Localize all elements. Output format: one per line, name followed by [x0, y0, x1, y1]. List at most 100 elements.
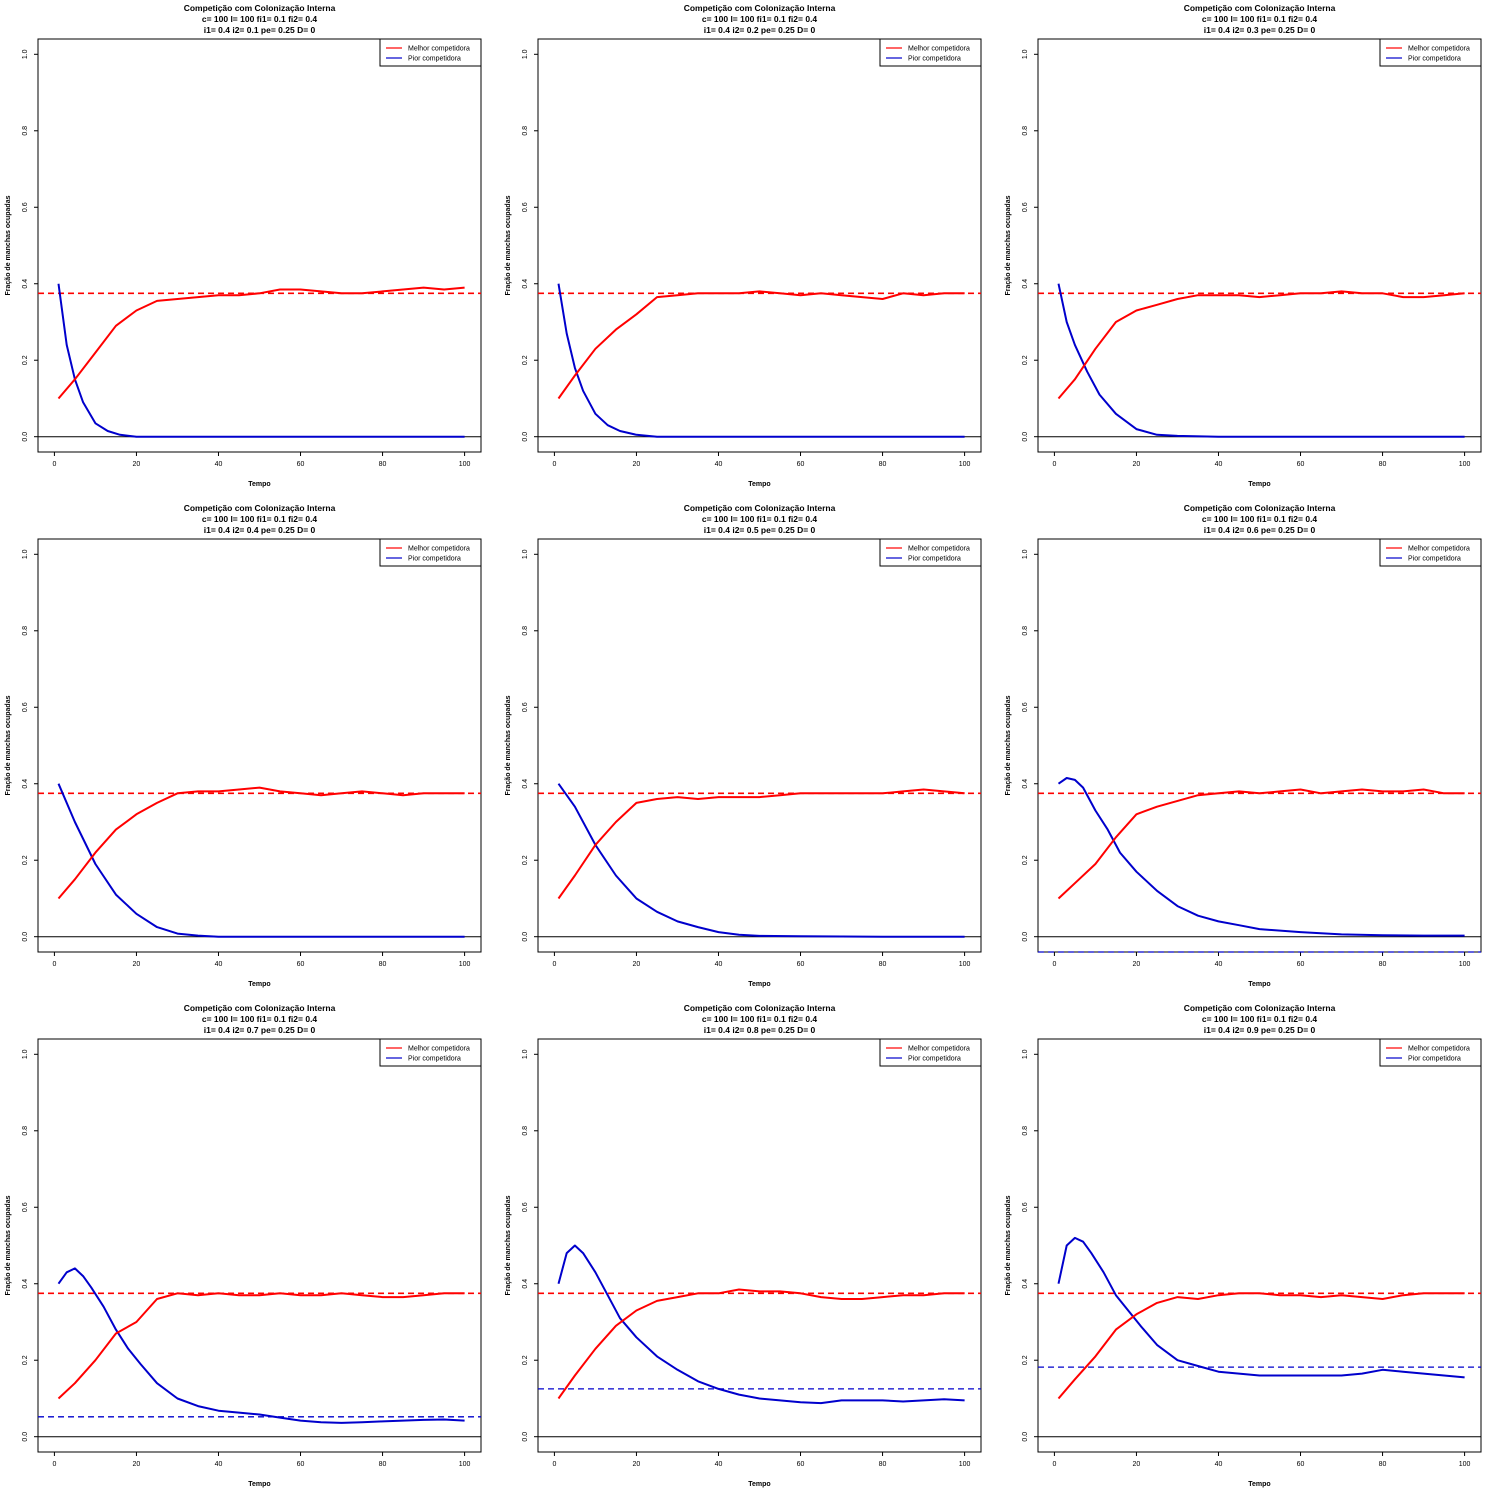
chart-title-line-1: Competição com Colonização Interna [684, 503, 836, 513]
x-tick-label: 20 [633, 1461, 641, 1468]
x-tick-label: 0 [52, 961, 56, 968]
y-tick-label: 0.2 [522, 1355, 529, 1365]
y-axis-label: Fração de manchas ocupadas [5, 195, 12, 295]
series-line-melhor [557, 788, 965, 900]
y-tick-label: 0.2 [22, 355, 29, 365]
y-tick-label: 0.4 [1022, 279, 1029, 289]
legend-label: Melhor competidora [908, 546, 970, 553]
y-tick-label: 0.8 [22, 626, 29, 636]
series-line-pior [1057, 1236, 1465, 1379]
legend-label: Melhor competidora [408, 1046, 470, 1053]
y-tick-label: 0.6 [1022, 702, 1029, 712]
x-tick-label: 20 [133, 461, 141, 468]
x-tick-label: 0 [552, 1461, 556, 1468]
legend-box [879, 1038, 982, 1067]
series-line-pior [557, 783, 965, 938]
y-tick-label: 0.6 [522, 202, 529, 212]
x-tick-label: 40 [715, 461, 723, 468]
y-tick-label: 1.0 [22, 1049, 29, 1059]
x-tick-label: 20 [133, 1461, 141, 1468]
x-tick-label: 100 [1459, 961, 1471, 968]
legend-label: Pior competidora [908, 56, 961, 63]
x-tick-label: 40 [215, 961, 223, 968]
chart-title-line-2: c= 100 l= 100 fi1= 0.1 fi2= 0.4 [202, 514, 318, 524]
y-tick-label: 0.0 [22, 1432, 29, 1442]
x-tick-label: 20 [133, 961, 141, 968]
y-axis-label: Fração de manchas ocupadas [505, 695, 512, 795]
series-line-melhor [57, 286, 465, 400]
x-tick-label: 20 [633, 461, 641, 468]
chart-title-line-3: i1= 0.4 i2= 0.7 pe= 0.25 D= 0 [204, 1025, 316, 1035]
x-tick-label: 80 [379, 461, 387, 468]
chart-title-line-3: i1= 0.4 i2= 0.3 pe= 0.25 D= 0 [1204, 25, 1316, 35]
series-line-melhor [557, 1288, 965, 1400]
y-tick-label: 0.4 [1022, 1279, 1029, 1289]
y-tick-label: 0.2 [1022, 855, 1029, 865]
x-tick-label: 60 [297, 461, 305, 468]
y-tick-label: 0.0 [522, 1432, 529, 1442]
x-tick-label: 80 [1379, 461, 1387, 468]
legend-label: Melhor competidora [408, 546, 470, 553]
chart-title-line-1: Competição com Colonização Interna [1184, 1003, 1336, 1013]
legend-box [879, 38, 982, 67]
legend-box [379, 1038, 482, 1067]
x-tick-label: 100 [1459, 461, 1471, 468]
legend-label: Pior competidora [408, 1056, 461, 1063]
y-tick-label: 0.6 [522, 702, 529, 712]
x-tick-label: 100 [959, 461, 971, 468]
y-tick-label: 0.2 [522, 355, 529, 365]
chart-title-line-1: Competição com Colonização Interna [1184, 3, 1336, 13]
y-tick-label: 0.4 [1022, 779, 1029, 789]
legend-label: Pior competidora [908, 1056, 961, 1063]
y-tick-label: 0.8 [22, 126, 29, 136]
x-tick-label: 0 [52, 1461, 56, 1468]
x-tick-label: 60 [797, 1461, 805, 1468]
y-tick-label: 0.6 [522, 1202, 529, 1212]
legend-label: Melhor competidora [908, 46, 970, 53]
chart-title-line-3: i1= 0.4 i2= 0.6 pe= 0.25 D= 0 [1204, 525, 1316, 535]
x-axis-label: Tempo [748, 1481, 770, 1488]
legend-box [1379, 1038, 1482, 1067]
chart-title-line-3: i1= 0.4 i2= 0.5 pe= 0.25 D= 0 [704, 525, 816, 535]
y-tick-label: 1.0 [1022, 549, 1029, 559]
x-tick-label: 100 [959, 961, 971, 968]
y-axis-label: Fração de manchas ocupadas [505, 1195, 512, 1295]
plot-frame [537, 538, 982, 953]
y-axis-label: Fração de manchas ocupadas [1005, 695, 1012, 795]
y-tick-label: 0.0 [1022, 1432, 1029, 1442]
y-tick-label: 0.8 [522, 126, 529, 136]
chart-title-line-2: c= 100 l= 100 fi1= 0.1 fi2= 0.4 [202, 1014, 318, 1024]
x-tick-label: 80 [879, 461, 887, 468]
legend-label: Pior competidora [908, 556, 961, 563]
chart-title-line-2: c= 100 l= 100 fi1= 0.1 fi2= 0.4 [1202, 14, 1318, 24]
y-tick-label: 0.4 [522, 779, 529, 789]
y-tick-label: 0.6 [22, 702, 29, 712]
x-tick-label: 40 [715, 961, 723, 968]
series-line-melhor [1057, 1292, 1465, 1400]
plot-frame [1037, 1038, 1482, 1453]
legend-box [1379, 538, 1482, 567]
plot-frame [37, 38, 482, 453]
y-tick-label: 0.0 [522, 432, 529, 442]
y-tick-label: 1.0 [522, 49, 529, 59]
chart-title-line-3: i1= 0.4 i2= 0.2 pe= 0.25 D= 0 [704, 25, 816, 35]
legend-label: Melhor competidora [1408, 1046, 1470, 1053]
y-tick-label: 1.0 [1022, 1049, 1029, 1059]
x-tick-label: 20 [1133, 1461, 1141, 1468]
y-tick-label: 0.2 [22, 855, 29, 865]
legend-box [379, 538, 482, 567]
y-axis-label: Fração de manchas ocupadas [1005, 1195, 1012, 1295]
legend-label: Melhor competidora [908, 1046, 970, 1053]
y-tick-label: 1.0 [522, 549, 529, 559]
chart-title-line-2: c= 100 l= 100 fi1= 0.1 fi2= 0.4 [1202, 1014, 1318, 1024]
x-tick-label: 60 [1297, 1461, 1305, 1468]
series-line-melhor [1057, 788, 1465, 900]
legend-label: Pior competidora [1408, 56, 1461, 63]
chart-title-line-3: i1= 0.4 i2= 0.4 pe= 0.25 D= 0 [204, 525, 316, 535]
plot-frame [1037, 38, 1482, 453]
y-tick-label: 0.2 [1022, 1355, 1029, 1365]
